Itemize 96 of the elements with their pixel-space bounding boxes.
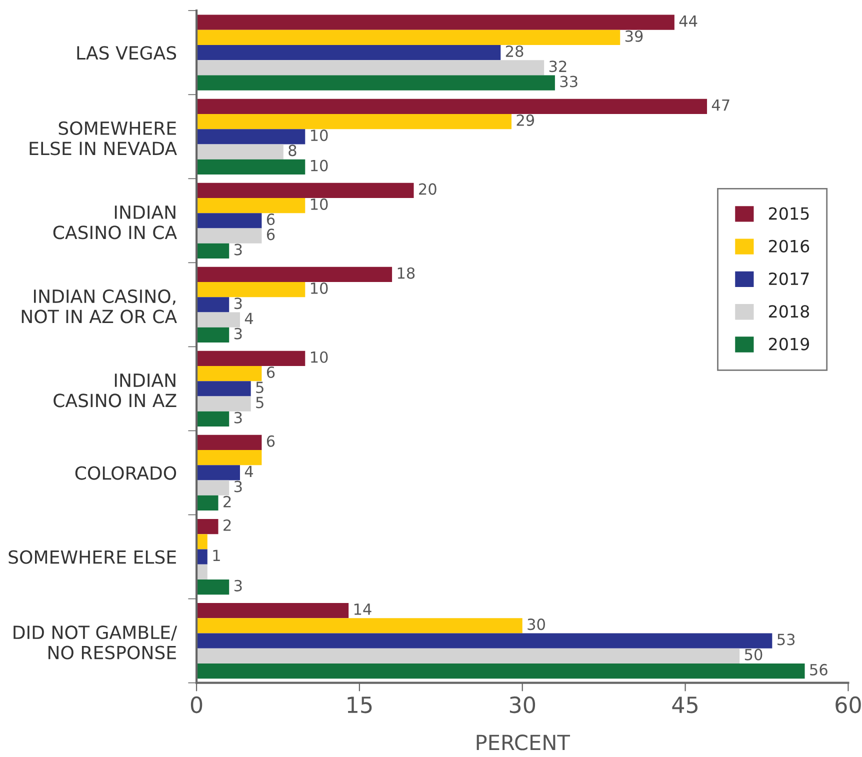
x-tick-label: 30: [510, 696, 536, 714]
bar: [196, 282, 306, 298]
data-label: 3: [234, 244, 242, 256]
bar: [196, 60, 544, 76]
data-label: 6: [266, 228, 275, 240]
data-label: 44: [679, 15, 698, 27]
data-label: 10: [310, 130, 328, 142]
data-label: 3: [234, 412, 242, 424]
data-label: 39: [625, 30, 643, 42]
bar: [196, 312, 240, 328]
bar: [196, 45, 501, 60]
bar: [196, 213, 262, 228]
data-label: 3: [234, 328, 242, 340]
data-label: 20: [419, 183, 436, 195]
data-label: 3: [234, 298, 242, 310]
data-label: 30: [528, 618, 545, 630]
legend-label: 2018: [768, 305, 810, 318]
bar: [196, 618, 522, 634]
data-label: 33: [560, 76, 578, 88]
bar: [196, 350, 306, 366]
legend-label: 2019: [768, 338, 809, 350]
bar: [196, 144, 284, 160]
y-tick-label: LAS VEGAS: [77, 46, 176, 60]
data-label: 29: [516, 114, 534, 126]
x-tick-label: 0: [190, 696, 202, 714]
legend-label: 2015: [768, 207, 809, 220]
bar: [196, 480, 230, 496]
x-axis-title: PERCENT: [476, 734, 570, 750]
data-label: 4: [244, 466, 254, 477]
bar: [196, 549, 208, 564]
y-tick-label: INDIAN CASINO, NOT IN AZ OR CA: [22, 289, 177, 324]
bar: [196, 366, 262, 382]
bar: [196, 243, 230, 258]
bar: [196, 411, 230, 427]
data-label: 8: [288, 144, 296, 156]
bar: [196, 663, 805, 679]
legend-label: 2016: [768, 240, 810, 252]
bar: [196, 648, 740, 664]
y-tick-label: DID NOT GAMBLE/ NO RESPONSE: [14, 626, 178, 660]
y-tick-label: COLORADO: [75, 466, 176, 480]
x-tick-label: 45: [672, 696, 698, 714]
bar: [196, 75, 555, 90]
bar: [196, 465, 240, 480]
bar: [196, 327, 230, 343]
data-label: 56: [810, 664, 828, 676]
data-label: 3: [234, 480, 242, 492]
data-label: 28: [506, 45, 524, 58]
bar: [196, 396, 251, 412]
bar: [196, 114, 512, 130]
y-tick-label: SOMEWHERE ELSE IN NEVADA: [30, 121, 177, 156]
data-label: 3: [234, 580, 242, 592]
bar: [196, 198, 306, 214]
bar: [196, 297, 230, 312]
bar: [196, 266, 392, 282]
data-label: 5: [256, 396, 264, 408]
data-label: 53: [778, 634, 795, 646]
legend-label: 2017: [768, 272, 809, 286]
data-label: 6: [266, 435, 275, 447]
bar: [196, 450, 262, 466]
bar: [196, 602, 349, 618]
data-label: 18: [398, 267, 415, 279]
x-tick-label: 15: [348, 696, 372, 714]
bar: [196, 579, 230, 595]
data-label: 6: [266, 214, 275, 226]
bar: [196, 98, 708, 114]
data-label: 4: [244, 312, 254, 324]
data-label: 5: [256, 382, 264, 394]
bar: [196, 495, 218, 511]
data-label: 47: [712, 99, 730, 111]
bar: [196, 534, 208, 550]
data-label: 10: [310, 351, 328, 363]
data-label: 10: [310, 282, 328, 294]
data-label: 2: [224, 519, 231, 531]
bar: [196, 434, 262, 450]
y-tick-label: SOMEWHERE ELSE: [8, 550, 176, 564]
data-label: 6: [266, 366, 275, 378]
x-tick-label: 60: [836, 696, 861, 714]
bar: [196, 228, 262, 244]
bar: [196, 159, 306, 174]
data-label: 10: [310, 160, 328, 172]
bar: [196, 14, 674, 30]
data-label: 1: [213, 550, 220, 561]
bar: [196, 30, 620, 46]
bar: [196, 381, 251, 396]
bar: [196, 564, 208, 580]
bar: [196, 182, 414, 198]
data-label: 14: [354, 604, 372, 615]
data-label: 32: [549, 60, 566, 72]
bar: [196, 633, 772, 648]
data-label: 10: [310, 198, 328, 210]
y-tick-label: INDIAN CASINO IN AZ: [54, 374, 176, 408]
data-label: 50: [744, 648, 762, 660]
data-label: 2: [224, 496, 231, 508]
y-tick-label: INDIAN CASINO IN CA: [53, 206, 177, 240]
bar: [196, 518, 218, 534]
bar: [196, 129, 306, 144]
